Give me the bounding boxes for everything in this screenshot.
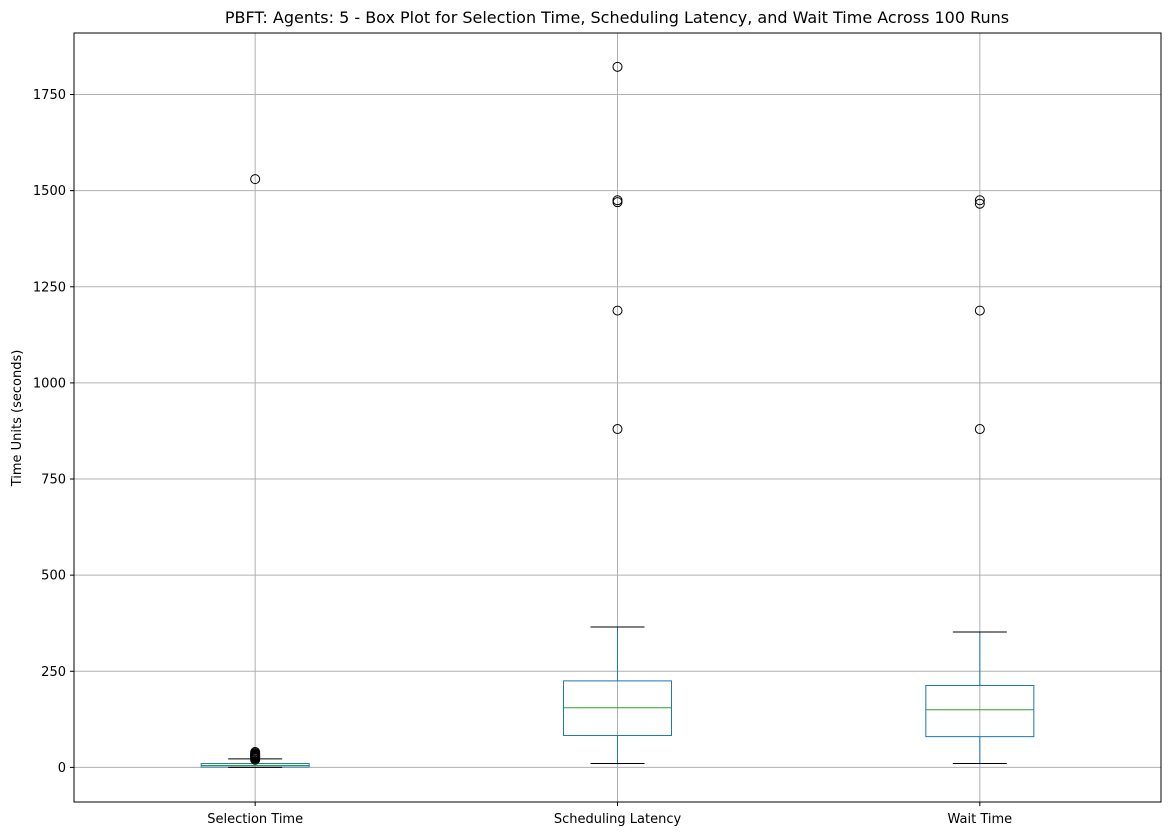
chart-title: PBFT: Agents: 5 - Box Plot for Selection… (225, 8, 1009, 27)
y-tick-label: 750 (41, 473, 66, 488)
outlier-point (250, 174, 261, 185)
y-tick-label: 0 (58, 761, 66, 776)
outlier-point (250, 747, 261, 758)
y-tick-label: 1750 (33, 88, 66, 103)
box-scheduling-latency (563, 61, 672, 765)
x-tick-label: Selection Time (207, 812, 303, 827)
boxes-group (200, 61, 1035, 768)
outlier-point (974, 424, 985, 435)
box-selection-time (200, 174, 310, 768)
outlier-point (974, 305, 985, 316)
y-tick-label: 1250 (33, 280, 66, 295)
axes: 0 250 500 750 1000 1250 1500 1750 Selection Time… (33, 32, 1162, 827)
x-tick-label: Wait Time (948, 812, 1013, 827)
y-tick-label: 1000 (33, 376, 66, 391)
outlier-point (974, 198, 985, 209)
outlier-point (612, 305, 623, 316)
x-tick-label: Scheduling Latency (554, 812, 682, 827)
plot-frame (73, 32, 1162, 803)
grid-lines (74, 33, 1161, 802)
outlier-point (612, 424, 623, 435)
outlier-point (612, 197, 623, 208)
iqr-box (925, 684, 1035, 738)
y-tick-label: 1500 (33, 184, 66, 199)
outlier-point (974, 195, 985, 206)
y-axis-label: Time Units (seconds) (10, 350, 25, 488)
y-tick-label: 500 (41, 569, 66, 584)
y-tick-label: 250 (41, 665, 66, 680)
box-wait-time (925, 195, 1035, 765)
outlier-point (612, 61, 623, 72)
